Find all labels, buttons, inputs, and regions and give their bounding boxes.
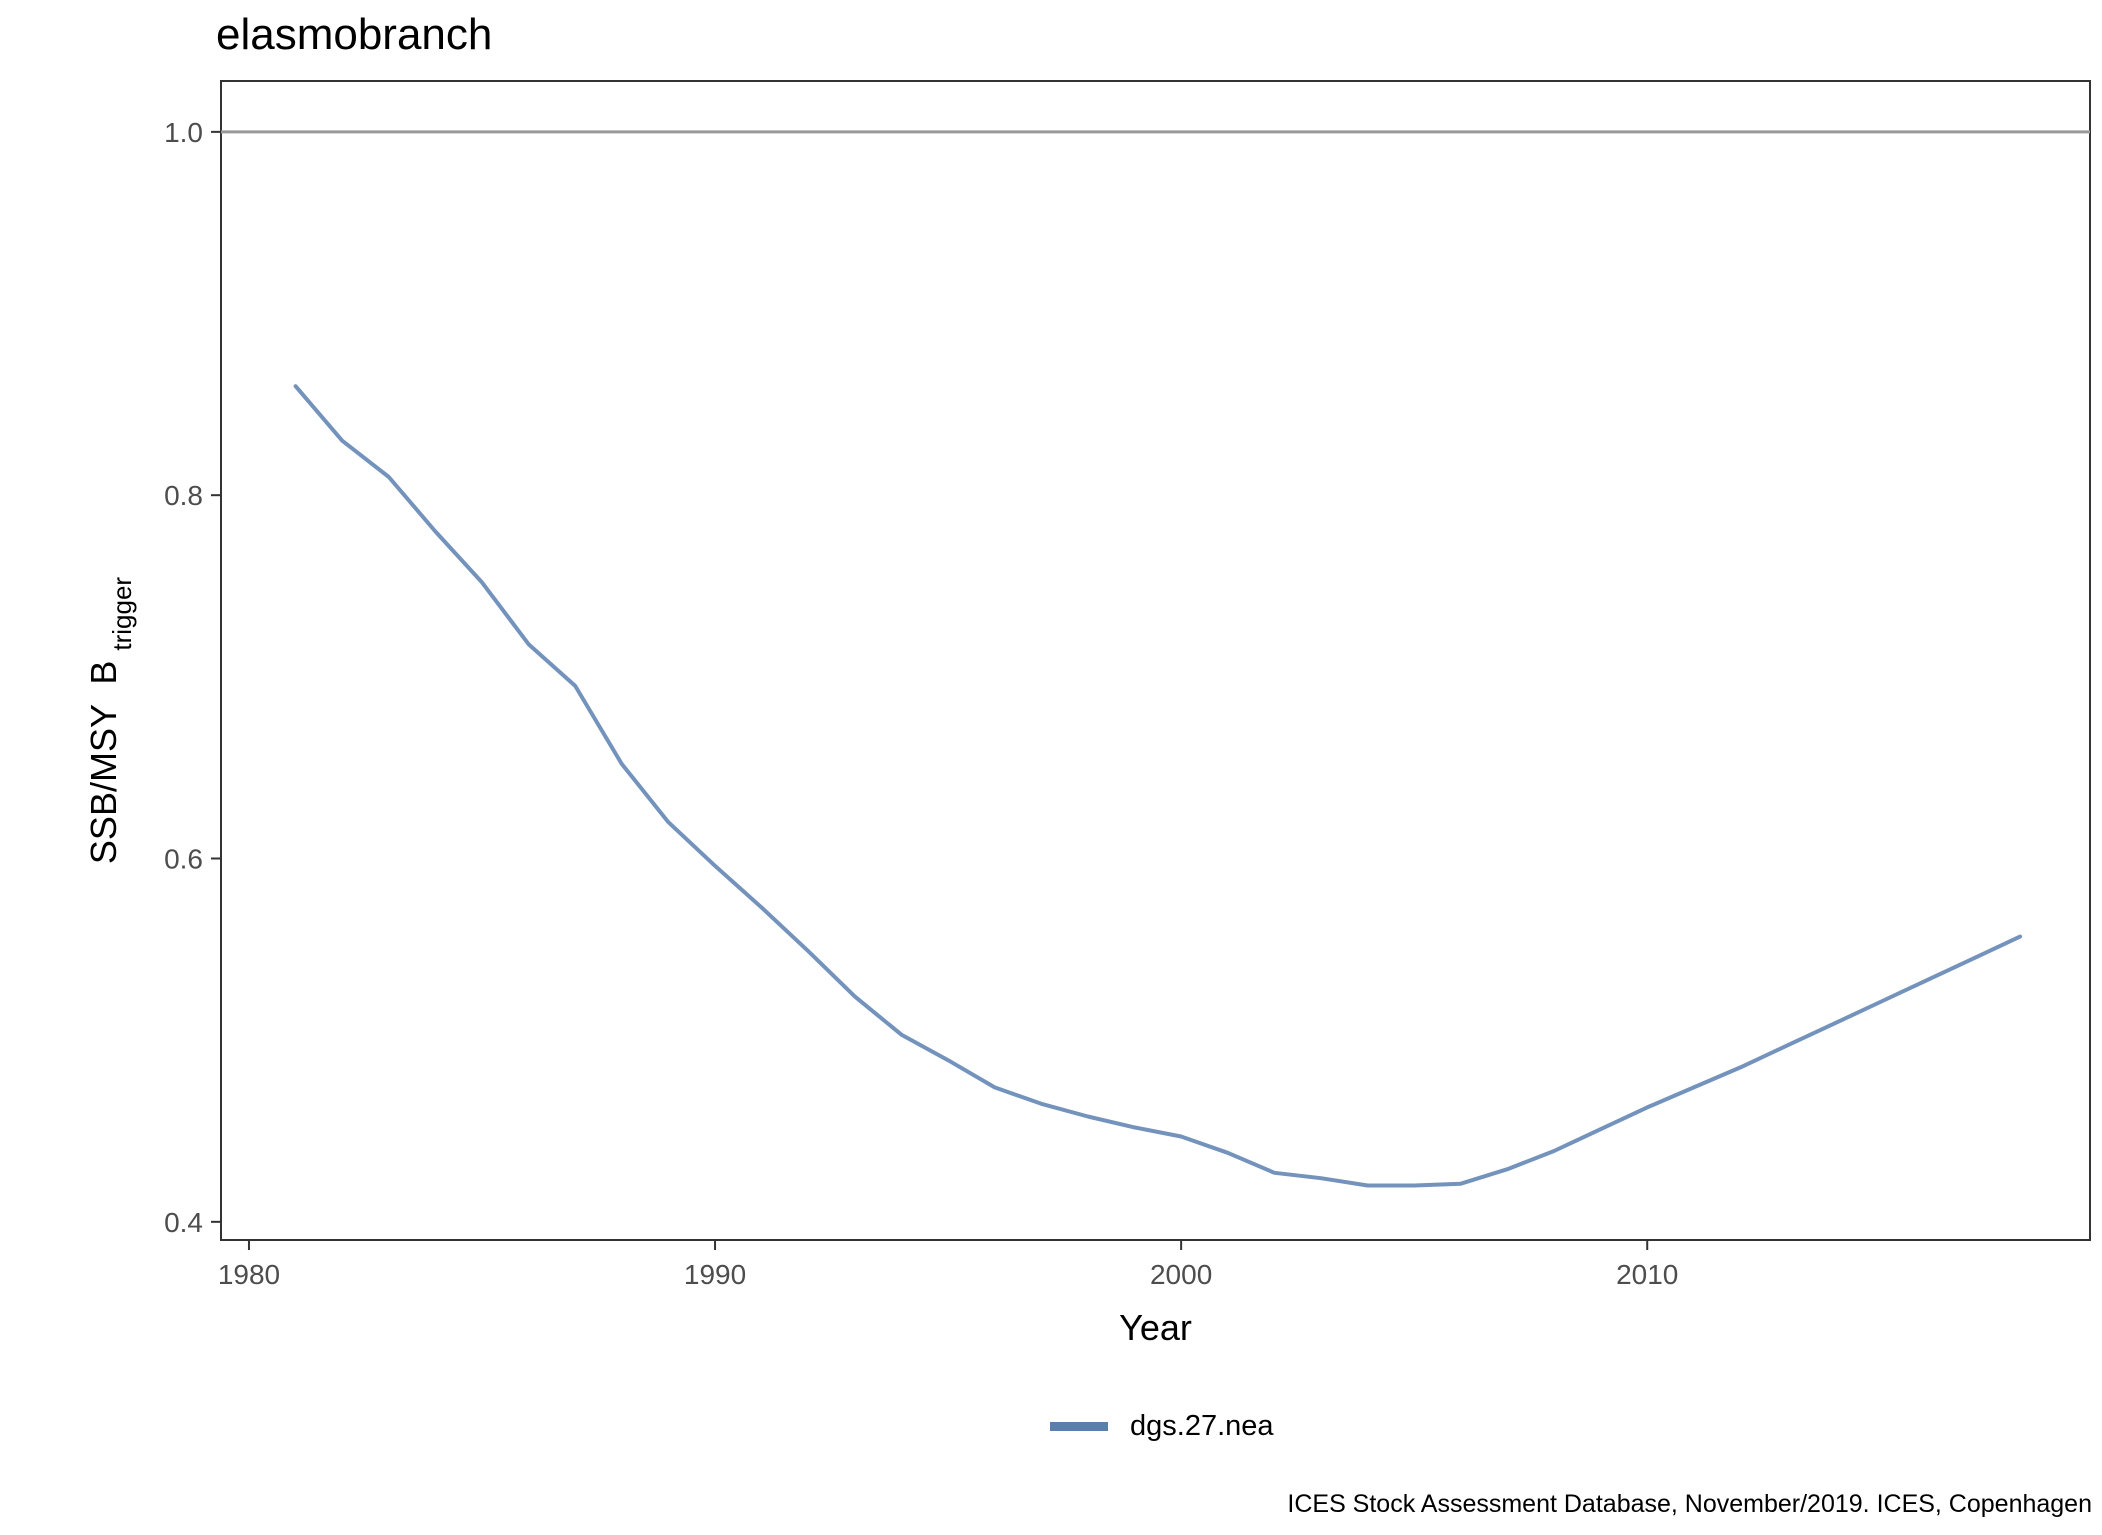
x-axis-label: Year [1119, 1307, 1192, 1348]
plot-panel [220, 80, 2091, 1241]
x-tick-label: 2010 [1616, 1259, 1678, 1290]
chart-title: elasmobranch [216, 10, 493, 59]
y-axis-label-sub: trigger [107, 577, 137, 651]
legend: dgs.27.nea [1050, 1404, 1274, 1448]
legend-swatch [1050, 1421, 1108, 1431]
y-tick-label: 0.4 [164, 1207, 203, 1238]
y-axis-label-main: SSB/MSY [83, 704, 124, 864]
x-tick-label: 2000 [1150, 1259, 1212, 1290]
y-axis-label-b: B [83, 661, 124, 685]
y-axis: 0.4 0.6 0.8 1.0 [164, 117, 221, 1238]
y-tick-label: 0.8 [164, 480, 203, 511]
source-caption: ICES Stock Assessment Database, November… [1287, 1490, 2092, 1518]
y-tick-label: 0.6 [164, 844, 203, 875]
x-axis: 1980 1990 2000 2010 [218, 1240, 1678, 1290]
y-axis-label: SSB/MSY B trigger [83, 577, 137, 864]
series-line-dgs-27-nea [293, 384, 2023, 1188]
x-tick-label: 1980 [218, 1259, 280, 1290]
x-tick-label: 1990 [684, 1259, 746, 1290]
legend-label: dgs.27.nea [1130, 1409, 1274, 1442]
y-tick-label: 1.0 [164, 117, 203, 148]
